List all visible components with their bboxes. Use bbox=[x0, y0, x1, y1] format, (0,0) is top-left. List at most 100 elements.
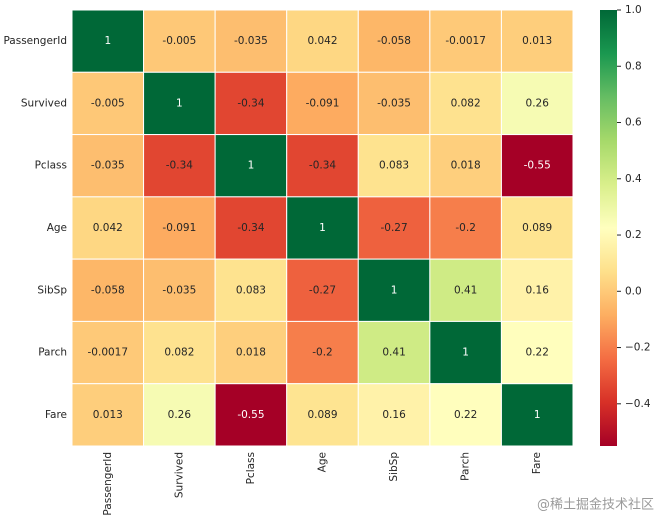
y-tick-label: Age bbox=[47, 222, 67, 234]
y-tick-label: Parch bbox=[38, 347, 67, 359]
cell-label: 1 bbox=[176, 97, 183, 109]
heatmap-cell bbox=[286, 383, 359, 447]
cell-label: 0.018 bbox=[236, 347, 266, 359]
heatmap-cell bbox=[71, 9, 145, 73]
cell-label: -0.2 bbox=[312, 347, 333, 359]
cell-label: 0.083 bbox=[236, 284, 266, 296]
heatmap-cell bbox=[214, 71, 288, 136]
cell-label: 0.013 bbox=[93, 409, 123, 421]
y-tick-label: Fare bbox=[45, 409, 67, 421]
cell-label: -0.34 bbox=[237, 222, 264, 234]
heatmap-cell bbox=[500, 196, 574, 260]
heatmap-cell bbox=[500, 134, 574, 198]
cell-label: -0.0017 bbox=[88, 347, 129, 359]
cell-label: -0.091 bbox=[306, 97, 340, 109]
colorbar-tick-label: 0.0 bbox=[625, 285, 642, 297]
cell-label: -0.005 bbox=[162, 35, 196, 47]
heatmap-cell bbox=[429, 134, 502, 198]
heatmap-cell bbox=[429, 9, 502, 73]
heatmap-cell bbox=[214, 9, 288, 73]
colorbar-tick-label: 0.6 bbox=[625, 117, 642, 129]
cell-label: -0.035 bbox=[91, 160, 125, 172]
x-tick-label: Pclass bbox=[245, 452, 257, 484]
cell-label: -0.091 bbox=[162, 222, 196, 234]
cell-label: 1 bbox=[462, 347, 469, 359]
heatmap-cell bbox=[357, 71, 431, 136]
heatmap-cell bbox=[429, 383, 502, 447]
cell-label: -0.035 bbox=[377, 97, 411, 109]
cell-label: -0.035 bbox=[162, 284, 196, 296]
heatmap-cell bbox=[71, 258, 145, 322]
heatmap-cell bbox=[357, 134, 431, 198]
heatmap-cell bbox=[500, 383, 574, 447]
cell-label: 0.083 bbox=[379, 160, 409, 172]
heatmap-cell bbox=[286, 134, 359, 198]
x-tick-label: SibSp bbox=[388, 452, 400, 482]
cell-label: -0.0017 bbox=[445, 35, 486, 47]
heatmap-cell bbox=[214, 134, 288, 198]
cell-label: -0.058 bbox=[377, 35, 411, 47]
heatmap-cell bbox=[143, 320, 216, 385]
cell-label: -0.34 bbox=[237, 97, 264, 109]
cell-label: -0.035 bbox=[234, 35, 268, 47]
colorbar-tick-label: 1.0 bbox=[625, 4, 642, 16]
cell-label: 0.089 bbox=[522, 222, 552, 234]
cell-label: 0.22 bbox=[526, 347, 549, 359]
cell-label: 0.16 bbox=[526, 284, 550, 296]
cell-label: 0.042 bbox=[93, 222, 123, 234]
cell-label: -0.058 bbox=[91, 284, 125, 296]
heatmap-cell bbox=[143, 196, 216, 260]
y-tick-label: SibSp bbox=[37, 284, 67, 296]
colorbar-tick-label: 0.2 bbox=[625, 229, 642, 241]
cell-label: 0.082 bbox=[451, 97, 481, 109]
heatmap-cell bbox=[286, 9, 359, 73]
x-tick-label: Age bbox=[317, 452, 329, 472]
heatmap-cell bbox=[286, 320, 359, 385]
y-tick-label: Pclass bbox=[35, 160, 67, 172]
cell-label: -0.55 bbox=[237, 409, 264, 421]
cell-label: 1 bbox=[248, 160, 255, 172]
heatmap-cell bbox=[357, 383, 431, 447]
colorbar bbox=[600, 10, 617, 446]
heatmap-cell bbox=[500, 320, 574, 385]
cell-label: 0.018 bbox=[451, 160, 481, 172]
heatmap-cell bbox=[143, 9, 216, 73]
heatmap-cell bbox=[71, 320, 145, 385]
y-tick-label: PassengerId bbox=[3, 35, 67, 47]
cell-label: 1 bbox=[391, 284, 398, 296]
heatmap-cell bbox=[357, 320, 431, 385]
watermark: @稀土掘金技术社区 bbox=[537, 497, 654, 513]
cell-label: -0.34 bbox=[309, 160, 336, 172]
heatmap-cell bbox=[500, 71, 574, 136]
heatmap-cell bbox=[71, 383, 145, 447]
colorbar-tick-label: 0.8 bbox=[625, 60, 642, 72]
heatmap-cell bbox=[214, 383, 288, 447]
x-tick-label: PassengerId bbox=[102, 452, 114, 516]
heatmap-cell bbox=[429, 196, 502, 260]
cell-label: 1 bbox=[104, 35, 111, 47]
cell-label: -0.34 bbox=[166, 160, 193, 172]
cell-label: 0.042 bbox=[307, 35, 337, 47]
x-tick-label: Parch bbox=[460, 452, 472, 481]
colorbar-tick-label: −0.2 bbox=[625, 342, 651, 354]
heatmap-cell bbox=[214, 320, 288, 385]
x-tick-label: Fare bbox=[531, 452, 543, 474]
cell-label: -0.27 bbox=[380, 222, 407, 234]
heatmap-cell bbox=[286, 196, 359, 260]
heatmap-cell bbox=[71, 71, 145, 136]
colorbar-tick-label: −0.4 bbox=[625, 398, 651, 410]
y-tick-label: Survived bbox=[21, 97, 67, 109]
cell-label: 1 bbox=[319, 222, 326, 234]
cell-label: 0.22 bbox=[454, 409, 477, 421]
cell-label: -0.55 bbox=[524, 160, 551, 172]
cell-label: 0.41 bbox=[454, 284, 477, 296]
heatmap-cell bbox=[214, 258, 288, 322]
colorbar-tick-label: 0.4 bbox=[625, 173, 642, 185]
cell-label: -0.005 bbox=[91, 97, 125, 109]
cell-label: -0.2 bbox=[455, 222, 476, 234]
cell-label: 1 bbox=[534, 409, 541, 421]
cell-label: 0.41 bbox=[382, 347, 405, 359]
cell-label: 0.082 bbox=[164, 347, 194, 359]
heatmap-cell bbox=[143, 134, 216, 198]
